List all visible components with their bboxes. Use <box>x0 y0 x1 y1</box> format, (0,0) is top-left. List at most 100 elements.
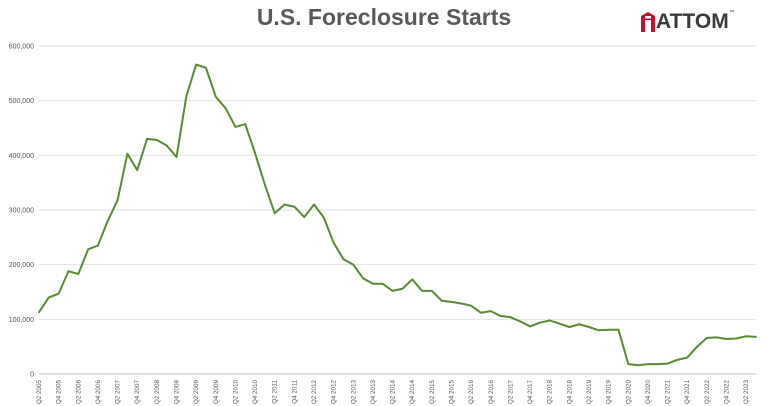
data-point <box>254 152 256 154</box>
x-tick-label: Q2 2016 <box>468 380 475 405</box>
data-point <box>214 96 217 98</box>
data-point <box>519 320 522 323</box>
data-point <box>725 338 728 340</box>
data-point <box>87 248 89 251</box>
data-point <box>332 242 335 244</box>
data-point <box>686 356 689 359</box>
data-point <box>715 336 718 339</box>
data-point <box>391 290 394 292</box>
x-tick-label: Q4 2021 <box>684 380 691 405</box>
x-tick-label: Q2 2021 <box>665 380 672 405</box>
x-tick-label: Q4 2008 <box>174 380 181 405</box>
x-tick-label: Q4 2011 <box>291 380 298 404</box>
data-point <box>362 277 364 280</box>
y-tick-label: 0 <box>30 372 34 379</box>
x-tick-label: Q2 2020 <box>625 380 632 405</box>
data-point <box>401 287 404 290</box>
data-point <box>578 323 581 326</box>
data-point <box>126 152 129 155</box>
chart-title: U.S. Foreclosure Starts <box>256 4 512 30</box>
gridlines <box>39 45 756 320</box>
data-point <box>264 184 266 186</box>
series-line <box>38 63 757 367</box>
data-point <box>57 292 60 295</box>
data-point <box>588 326 590 328</box>
data-point <box>568 326 571 328</box>
data-point <box>470 304 472 307</box>
data-point <box>244 123 247 125</box>
x-tick-label: Q4 2015 <box>449 380 456 405</box>
data-point <box>77 273 80 275</box>
data-point <box>156 139 158 141</box>
data-point <box>67 270 70 273</box>
x-tick-label: Q2 2007 <box>115 380 122 405</box>
data-point <box>195 63 197 66</box>
x-tick-label: Q2 2008 <box>154 380 161 405</box>
data-point <box>676 358 679 361</box>
data-point <box>666 362 669 365</box>
data-point <box>165 144 168 147</box>
data-point <box>273 212 276 215</box>
data-point <box>539 321 541 324</box>
data-point <box>607 328 610 331</box>
data-point <box>499 315 502 317</box>
data-point <box>440 299 443 302</box>
y-tick-label: 600,000 <box>9 44 34 51</box>
x-tick-label: Q2 2012 <box>311 380 318 405</box>
data-point <box>656 363 659 365</box>
x-tick-label: Q4 2010 <box>252 380 259 405</box>
logo-trademark: ™ <box>728 10 735 16</box>
data-point <box>106 220 109 222</box>
x-tick-label: Q2 2022 <box>704 380 711 405</box>
y-axis-ticks: 0 100,000 200,000 300,000 400,000 500,000 600,… <box>9 44 34 379</box>
x-tick-label: Q4 2006 <box>95 380 102 405</box>
data-point <box>490 310 492 312</box>
x-tick-label: Q2 2005 <box>36 380 43 405</box>
data-point <box>175 156 178 158</box>
data-point <box>303 216 305 218</box>
x-tick-label: Q4 2012 <box>331 380 338 405</box>
data-point <box>97 244 99 247</box>
data-point <box>755 336 757 338</box>
data-point <box>205 67 207 69</box>
x-tick-label: Q4 2013 <box>370 380 377 405</box>
x-tick-label: Q4 2022 <box>724 380 731 405</box>
x-tick-label: Q2 2015 <box>429 380 436 405</box>
data-point <box>450 301 453 303</box>
logo-mark-icon <box>641 12 655 32</box>
x-tick-label: Q4 2017 <box>527 380 534 405</box>
data-point <box>598 329 600 332</box>
x-tick-label: Q2 2006 <box>75 380 82 405</box>
x-tick-label: Q2 2019 <box>586 380 593 405</box>
data-point <box>460 302 463 305</box>
y-tick-label: 300,000 <box>9 208 34 215</box>
data-point <box>185 95 188 98</box>
data-point <box>293 205 296 208</box>
data-point <box>647 363 649 365</box>
x-tick-label: Q2 2018 <box>547 380 554 405</box>
data-point <box>627 363 630 365</box>
data-point <box>558 322 561 325</box>
data-point <box>234 126 237 128</box>
x-tick-label: Q4 2016 <box>488 380 495 405</box>
y-tick-label: 400,000 <box>9 153 34 160</box>
x-tick-label: Q2 2023 <box>743 380 750 405</box>
x-tick-label: Q2 2013 <box>350 380 357 405</box>
data-point <box>548 319 551 322</box>
data-point <box>637 364 639 367</box>
data-point <box>696 345 698 348</box>
data-point <box>323 216 325 219</box>
x-axis-ticks: Q2 2005 Q4 2005 Q2 2006 Q4 2006 Q2 2007 Q4 20… <box>36 380 750 405</box>
data-point <box>480 311 482 314</box>
data-point <box>342 258 345 261</box>
x-tick-label: Q4 2018 <box>566 380 573 405</box>
data-point <box>48 296 50 299</box>
data-point <box>421 290 423 292</box>
x-tick-label: Q2 2014 <box>390 380 397 405</box>
data-point <box>38 311 40 314</box>
y-tick-label: 500,000 <box>9 98 34 105</box>
y-tick-label: 200,000 <box>9 262 34 269</box>
data-point <box>313 203 315 206</box>
logo-text: ATTOM <box>656 10 729 33</box>
